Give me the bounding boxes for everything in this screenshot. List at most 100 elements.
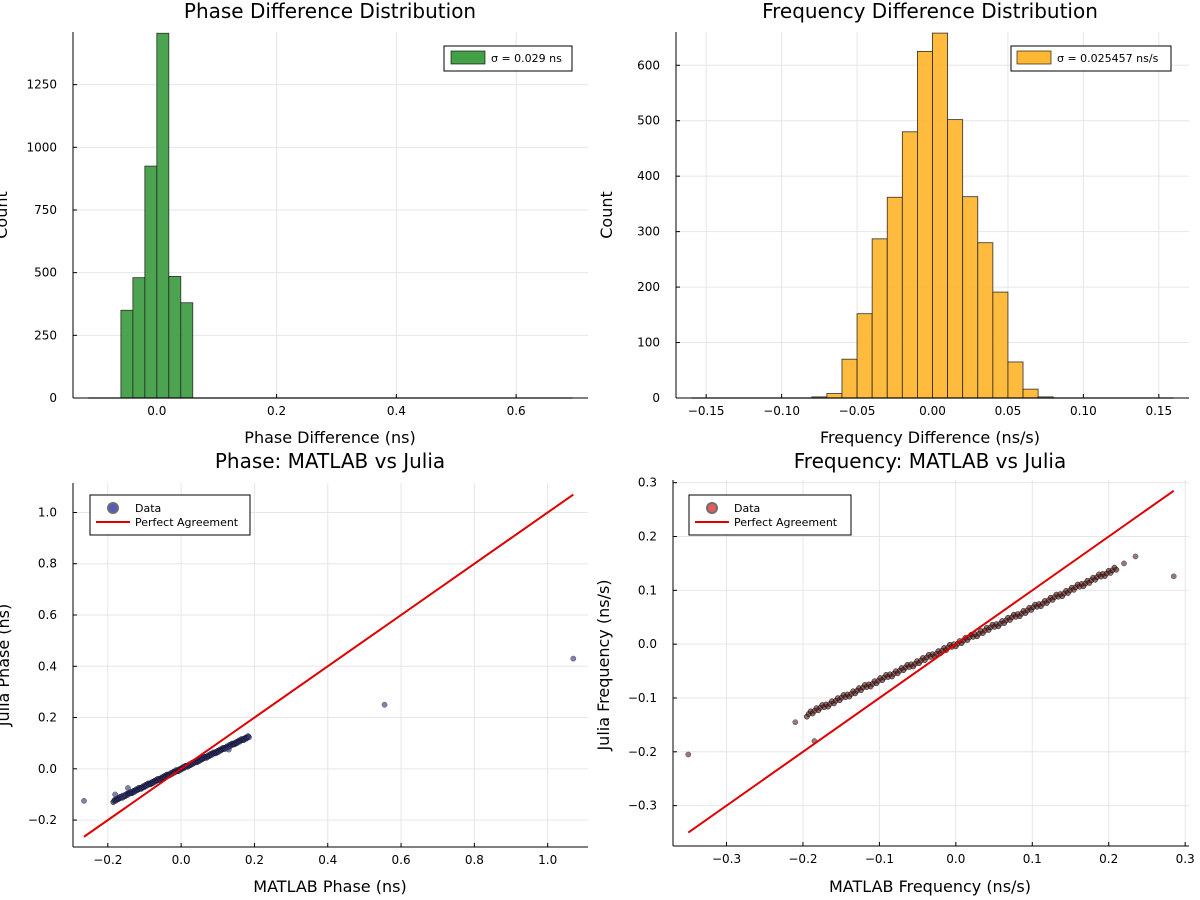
- scatter-point: [1113, 566, 1120, 573]
- histogram-bar: [841, 358, 858, 399]
- y-axis-label: Julia Phase (ns): [0, 604, 13, 727]
- y-tick-label: 750: [34, 203, 57, 217]
- x-tick-label: −0.3: [712, 852, 741, 866]
- y-tick-label: −0.2: [628, 745, 657, 759]
- y-tick-label: 0.1: [638, 583, 657, 597]
- scatter-point-outlier: [119, 792, 126, 799]
- y-tick-label: 300: [637, 225, 660, 239]
- y-tick-label: 400: [637, 169, 660, 183]
- histogram-bars: [691, 32, 1174, 399]
- perfect-agreement-line: [83, 493, 574, 838]
- x-tick-label: 0.0: [946, 852, 965, 866]
- y-tick-label: 1000: [26, 140, 57, 154]
- y-tick-labels: −0.3 −0.2 −0.1 0.0 0.1 0.2 0.3: [628, 476, 657, 813]
- x-tick-labels: −0.3 −0.2 −0.1 0.0 0.1 0.2 0.3: [712, 852, 1195, 866]
- chart-title: Phase: MATLAB vs Julia: [215, 449, 445, 473]
- histogram-bar: [871, 238, 888, 399]
- x-tick-label: 0.15: [1145, 404, 1172, 418]
- legend-label-data: Data: [135, 502, 161, 515]
- x-tick-label: 0.4: [387, 404, 406, 418]
- y-tick-label: 600: [637, 58, 660, 72]
- histogram-bar: [856, 313, 873, 399]
- y-tick-label: −0.2: [28, 813, 57, 827]
- y-tick-label: 200: [637, 280, 660, 294]
- histogram-bar: [962, 196, 979, 399]
- y-tick-label: 0: [49, 391, 57, 405]
- histogram-bar: [156, 32, 170, 399]
- x-tick-labels: −0.15 −0.10 −0.05 0.00 0.05 0.10 0.15: [688, 404, 1172, 418]
- y-tick-label: 100: [637, 336, 660, 350]
- histogram-bar: [992, 291, 1009, 399]
- gridlines: [673, 480, 1189, 846]
- x-axis-label: Frequency Difference (ns/s): [820, 428, 1040, 447]
- x-tick-label: −0.10: [763, 404, 800, 418]
- scatter-point-outlier: [1121, 560, 1127, 567]
- scatter-point-outlier: [792, 719, 799, 726]
- x-axis-label: Phase Difference (ns): [244, 428, 415, 447]
- histogram-bar: [120, 309, 134, 399]
- x-tick-labels: 0.0 0.2 0.4 0.6: [147, 404, 525, 418]
- legend-label-perfect-agreement: Perfect Agreement: [734, 516, 838, 529]
- scatter-point-outlier: [112, 791, 119, 798]
- histogram-bar: [901, 131, 918, 399]
- y-tick-label: 0.2: [638, 530, 657, 544]
- histogram-bar: [826, 393, 843, 399]
- legend-marker-data: [107, 502, 119, 514]
- x-tick-label: 0.6: [507, 404, 526, 418]
- x-axis-label: MATLAB Frequency (ns/s): [829, 877, 1031, 896]
- legend: σ = 0.025457 ns/s: [1010, 45, 1172, 72]
- gridlines: [73, 483, 588, 847]
- scatter-point-outlier: [81, 798, 87, 804]
- legend-box: [688, 494, 852, 536]
- y-tick-label: −0.1: [628, 691, 657, 705]
- x-tick-label: −0.2: [93, 853, 122, 867]
- y-tick-label: 0: [652, 391, 660, 405]
- y-tick-label: 1.0: [38, 505, 57, 519]
- x-tick-label: 0.2: [1099, 852, 1118, 866]
- legend-marker-data: [706, 502, 718, 514]
- histogram-bar: [932, 32, 948, 399]
- histogram-bar: [917, 51, 933, 399]
- legend-swatch: [450, 50, 486, 65]
- y-tick-label: 0.0: [638, 637, 657, 651]
- scatter-point: [246, 734, 252, 741]
- y-tick-label: 500: [637, 114, 660, 128]
- x-tick-label: 0.2: [267, 404, 286, 418]
- frequency-difference-histogram: −0.15 −0.10 −0.05 0.00 0.05 0.10 0.15 0 100 200 3…: [597, 0, 1189, 447]
- y-tick-label: 1250: [26, 78, 57, 92]
- legend-label: σ = 0.025457 ns/s: [1057, 52, 1159, 65]
- x-tick-label: 0.10: [1070, 404, 1097, 418]
- y-axis-label: Count: [597, 191, 616, 239]
- x-tick-label: 0.2: [245, 853, 264, 867]
- x-tick-label: 0.4: [318, 853, 337, 867]
- x-axis-label: MATLAB Phase (ns): [253, 877, 406, 896]
- y-tick-labels: 0 100 200 300 400 500 600: [637, 58, 660, 405]
- y-tick-label: 0.6: [38, 608, 57, 622]
- scatter-point-outlier: [225, 746, 232, 753]
- x-tick-label: 0.0: [147, 404, 166, 418]
- legend-label: σ = 0.029 ns: [491, 52, 562, 65]
- x-tick-label: 0.05: [995, 404, 1022, 418]
- legend: σ = 0.029 ns: [443, 45, 573, 72]
- histogram-bar: [132, 277, 146, 399]
- x-tick-label: −0.05: [839, 404, 876, 418]
- frequency-scatter: −0.3 −0.2 −0.1 0.0 0.1 0.2 0.3 −0.3 −0.2 −0.1 0.0…: [594, 449, 1195, 896]
- y-tick-label: −0.3: [628, 799, 657, 813]
- legend: Data Perfect Agreement: [89, 494, 251, 536]
- histogram-bar: [1007, 361, 1024, 399]
- x-tick-label: 0.6: [392, 853, 411, 867]
- scatter-point-outlier: [125, 785, 131, 791]
- phase-difference-histogram: 0.0 0.2 0.4 0.6 0 250 500 750 1000 1250 Phase Di…: [0, 0, 588, 447]
- legend-label-perfect-agreement: Perfect Agreement: [135, 516, 239, 529]
- y-tick-label: 0.4: [38, 659, 57, 673]
- y-tick-label: 0.8: [38, 557, 57, 571]
- y-tick-label: 0.2: [38, 711, 57, 725]
- x-tick-labels: −0.2 0.0 0.2 0.4 0.6 0.8 1.0: [93, 853, 557, 867]
- scatter-points: [685, 489, 1177, 834]
- x-tick-label: 1.0: [538, 853, 557, 867]
- histogram-bar: [144, 165, 158, 399]
- scatter-point-outlier: [1170, 573, 1177, 580]
- chart-title: Phase Difference Distribution: [184, 0, 476, 23]
- x-tick-label: 0.8: [465, 853, 484, 867]
